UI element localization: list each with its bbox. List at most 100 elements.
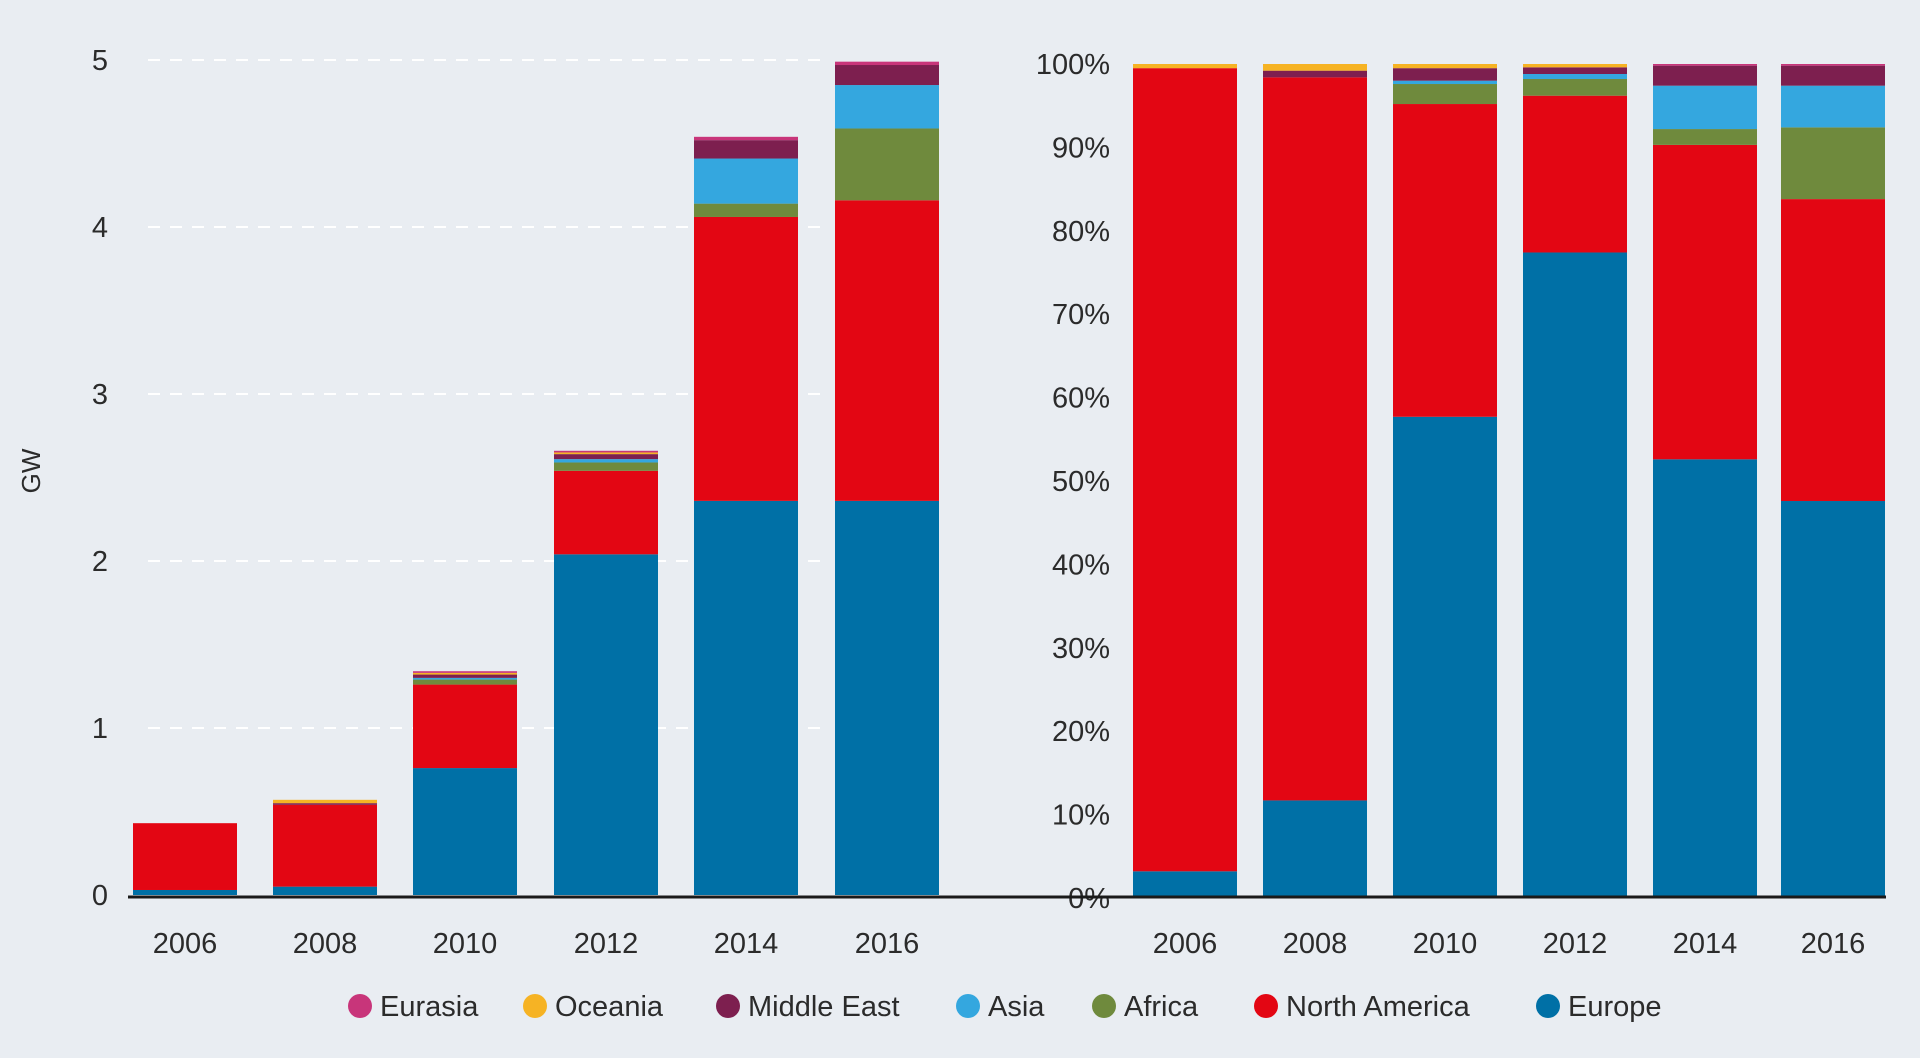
y-tick-label: 70% <box>1052 299 1110 331</box>
bar-segment-africa-2016 <box>1781 127 1885 200</box>
bar-segment-eurasia-2014 <box>694 136 798 141</box>
bar-segment-europe-2016 <box>835 500 939 895</box>
bar-segment-oceania-2008 <box>1263 64 1367 71</box>
y-tick-label: 2 <box>92 546 108 578</box>
bar-segment-north-america-2008 <box>273 804 377 887</box>
x-tick-label: 2016 <box>855 928 920 960</box>
bar-segment-north-america-2008 <box>1263 77 1367 801</box>
bar-segment-europe-2012 <box>554 554 658 895</box>
chart-panel-1: 0 1 2 3 4 5 2006 2008 2010 2012 2014 2016 GW <box>16 45 939 960</box>
bar-segment-north-america-2012 <box>1523 95 1627 253</box>
y-tick-label: 90% <box>1052 132 1110 164</box>
legend-label: Eurasia <box>380 991 479 1023</box>
legend-marker <box>1254 994 1278 1018</box>
y-tick-label: 100% <box>1036 49 1110 81</box>
bar-segment-north-america-2006 <box>1133 68 1237 872</box>
y-tick-label: 20% <box>1052 716 1110 748</box>
bar-segment-africa-2012 <box>554 462 658 471</box>
bar-segment-europe-2010 <box>413 768 517 895</box>
bar-segment-africa-2014 <box>1653 129 1757 145</box>
legend-label: Africa <box>1124 991 1199 1023</box>
bar-segment-asia-2016 <box>835 85 939 129</box>
bar-segment-europe-2016 <box>1781 501 1885 898</box>
bar-segment-asia-2014 <box>694 158 798 204</box>
bar-segment-north-america-2012 <box>554 470 658 555</box>
bar-segment-eurasia-2016 <box>1781 64 1885 66</box>
x-tick-label: 2008 <box>1283 928 1348 960</box>
x-tick-label: 2008 <box>293 928 358 960</box>
bar-segment-north-america-2016 <box>835 200 939 501</box>
bar-segment-middle-east-2008 <box>273 803 377 805</box>
y-axis-label: GW <box>16 448 46 493</box>
y-tick-label: 4 <box>92 212 108 244</box>
bar-segment-oceania-2010 <box>1393 64 1497 69</box>
bar-segment-africa-2010 <box>413 679 517 685</box>
y-tick-label: 30% <box>1052 633 1110 665</box>
bar-segment-oceania-2012 <box>1523 64 1627 68</box>
bar-segment-middle-east-2012 <box>1523 67 1627 75</box>
bar-segment-africa-2010 <box>1393 84 1497 105</box>
legend-marker <box>348 994 372 1018</box>
chart-panel-2: 0% 10% 20% 30% 40% 50% 60% 70% 80% 90% 100% 2006 200… <box>1036 49 1885 960</box>
bar-segment-eurasia-2014 <box>1653 64 1757 66</box>
bar-segment-oceania-2010 <box>413 672 517 675</box>
x-tick-label: 2016 <box>1801 928 1866 960</box>
legend-marker <box>956 994 980 1018</box>
bar-segment-middle-east-2014 <box>1653 65 1757 86</box>
bar-segment-oceania-2006 <box>1133 64 1237 69</box>
bar-segment-africa-2014 <box>694 203 798 217</box>
x-tick-label: 2012 <box>1543 928 1608 960</box>
bar-segment-north-america-2014 <box>1653 144 1757 460</box>
x-tick-label: 2014 <box>714 928 779 960</box>
legend-label: Asia <box>988 991 1045 1023</box>
bar-segment-north-america-2016 <box>1781 199 1885 502</box>
bar-segment-africa-2012 <box>1523 79 1627 96</box>
bar-segment-asia-2012 <box>554 459 658 463</box>
y-tick-label: 0 <box>92 880 108 912</box>
bar-segment-north-america-2010 <box>413 684 517 769</box>
bar-segment-europe-2010 <box>1393 416 1497 898</box>
y-tick-label: 40% <box>1052 549 1110 581</box>
legend-label: North America <box>1286 991 1471 1023</box>
legend-marker <box>523 994 547 1018</box>
bar-segment-europe-2014 <box>1653 459 1757 898</box>
bar-segment-eurasia-2016 <box>835 61 939 66</box>
legend-label: Europe <box>1568 991 1662 1023</box>
bar-segment-north-america-2014 <box>694 216 798 501</box>
x-tick-label: 2010 <box>433 928 498 960</box>
x-tick-label: 2006 <box>153 928 218 960</box>
bar-segment-middle-east-2012 <box>554 454 658 460</box>
y-tick-label: 10% <box>1052 800 1110 832</box>
y-tick-label: 80% <box>1052 216 1110 248</box>
bar-segment-europe-2008 <box>1263 800 1367 898</box>
bar-segment-asia-2010 <box>1393 80 1497 85</box>
bar-segment-middle-east-2014 <box>694 140 798 159</box>
bar-segment-asia-2014 <box>1653 85 1757 130</box>
bar-segment-oceania-2012 <box>554 452 658 455</box>
bar-segment-middle-east-2016 <box>835 65 939 86</box>
bar-segment-north-america-2006 <box>133 823 237 890</box>
legend-marker <box>1092 994 1116 1018</box>
y-tick-label: 0% <box>1068 883 1110 915</box>
bar-segment-europe-2006 <box>1133 871 1237 898</box>
y-tick-label: 5 <box>92 45 108 77</box>
bar-segment-middle-east-2016 <box>1781 65 1885 86</box>
bar-segment-europe-2008 <box>273 886 377 895</box>
y-tick-label: 60% <box>1052 383 1110 415</box>
y-tick-label: 50% <box>1052 466 1110 498</box>
bar-segment-africa-2016 <box>835 128 939 201</box>
y-tick-label: 3 <box>92 379 108 411</box>
bar-segment-asia-2010 <box>413 677 517 680</box>
legend-marker <box>1536 994 1560 1018</box>
bar-segment-middle-east-2010 <box>413 674 517 678</box>
bar-segment-asia-2016 <box>1781 85 1885 128</box>
legend: Eurasia Oceania Middle East Asia Africa North… <box>348 991 1662 1023</box>
x-tick-label: 2014 <box>1673 928 1738 960</box>
x-tick-label: 2010 <box>1413 928 1478 960</box>
bar-segment-north-america-2010 <box>1393 104 1497 417</box>
legend-label: Middle East <box>748 991 900 1023</box>
y-tick-label: 1 <box>92 713 108 745</box>
bar-segment-eurasia-2012 <box>554 450 658 453</box>
bar-segment-europe-2014 <box>694 500 798 895</box>
